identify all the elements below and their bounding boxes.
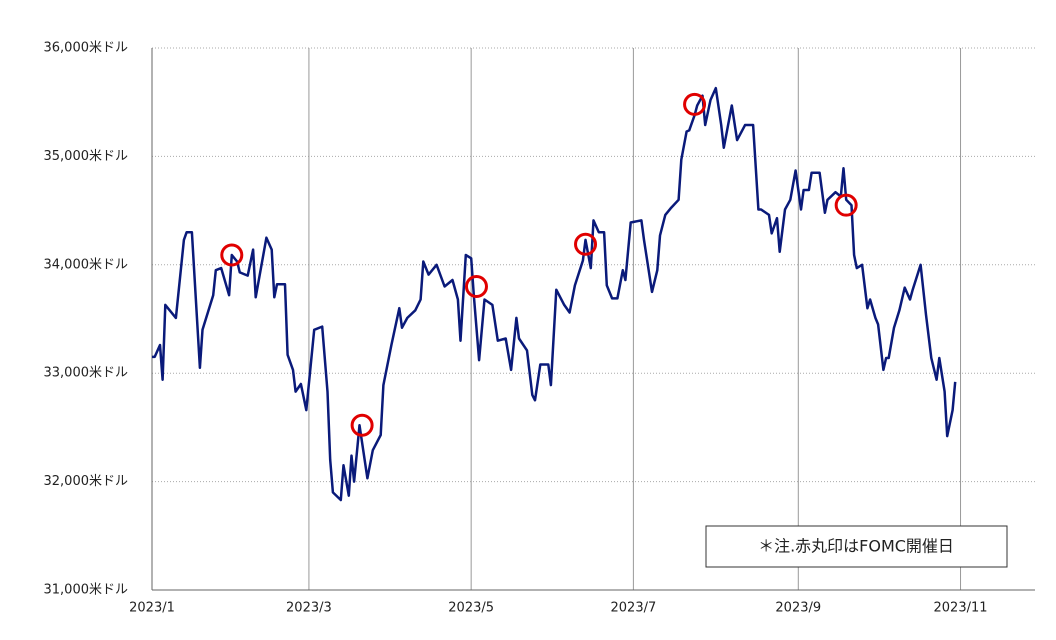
y-tick-label: 34,000米ドル [44,257,129,272]
y-tick-label: 32,000米ドル [44,474,129,489]
fomc-marker [574,232,598,256]
y-tick-label: 31,000米ドル [44,583,129,598]
fomc-marker [834,193,858,217]
price-line [152,86,957,502]
fomc-marker [350,413,374,437]
x-tick-label: 2023/1 [129,601,175,616]
annotation: ＊注.赤丸印はFOMC開催日 [758,537,954,556]
fomc-marker [683,92,707,116]
y-tick-label: 36,000米ドル [44,41,129,56]
x-tick-label: 2023/5 [448,601,494,616]
x-tick-label: 2023/7 [611,601,657,616]
y-tick-label: 35,000米ドル [44,149,129,164]
x-tick-label: 2023/11 [934,601,988,616]
fomc-marker [220,243,244,267]
y-tick-label: 33,000米ドル [44,366,129,381]
note-box [705,525,1008,568]
fomc-marker [464,274,488,298]
x-tick-label: 2023/3 [286,601,332,616]
x-tick-label: 2023/9 [775,601,821,616]
